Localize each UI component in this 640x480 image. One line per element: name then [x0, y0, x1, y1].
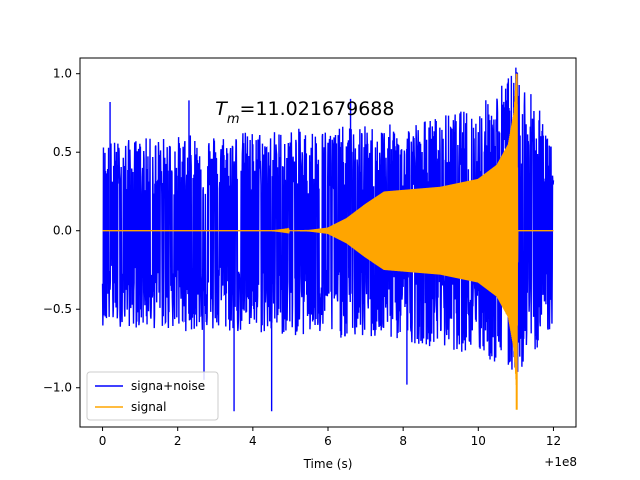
x-axis-offset-label: +1e8 — [544, 455, 577, 469]
legend: signa+noise signal — [86, 371, 219, 421]
legend-label-signal-noise: signa+noise — [131, 379, 205, 393]
chart-annotation: Tm=11.021679688 — [215, 98, 394, 127]
x-axis-label: Time (s) — [303, 457, 353, 471]
y-tick-label: 1.0 — [53, 67, 72, 81]
annotation-symbol: T — [215, 98, 228, 120]
x-tick-label: 10 — [471, 434, 486, 448]
x-tick-label: 2 — [174, 434, 182, 448]
y-tick-label: −1.0 — [43, 381, 72, 395]
series-line-signal — [102, 73, 554, 389]
x-tick-label: 0 — [99, 434, 107, 448]
legend-label-signal: signal — [131, 400, 167, 414]
y-tick-label: 0.5 — [53, 145, 72, 159]
y-axis: −1.0 −0.5 0.0 0.5 1.0 — [43, 67, 80, 395]
series-line-signal-noise — [101, 67, 555, 372]
x-tick-label: 4 — [249, 434, 257, 448]
x-tick-label: 6 — [324, 434, 332, 448]
x-axis: 0 2 4 6 8 10 12 — [99, 427, 561, 448]
annotation-value: =11.021679688 — [240, 98, 395, 120]
y-tick-label: −0.5 — [43, 302, 72, 316]
series-layer — [101, 67, 555, 412]
y-tick-label: 0.0 — [53, 224, 72, 238]
x-tick-label: 8 — [399, 434, 407, 448]
annotation-subscript: m — [227, 112, 240, 127]
legend-box — [86, 371, 219, 421]
x-tick-label: 12 — [546, 434, 561, 448]
